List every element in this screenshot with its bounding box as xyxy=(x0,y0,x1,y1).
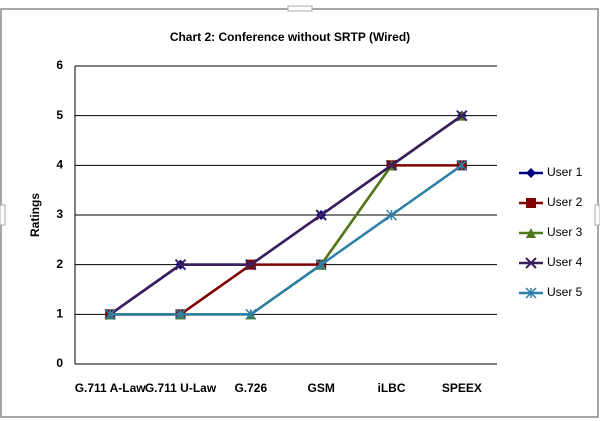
y-tick-label: 1 xyxy=(56,307,63,321)
x-tick-label: G.726 xyxy=(234,381,267,395)
legend-label: User 4 xyxy=(547,255,583,269)
y-tick-label: 0 xyxy=(56,356,63,370)
marker xyxy=(174,308,187,320)
chart-frame xyxy=(0,8,599,418)
y-tick-label: 5 xyxy=(56,108,63,122)
legend-marker xyxy=(526,168,536,178)
legend-label: User 1 xyxy=(547,165,583,179)
marker xyxy=(385,209,398,221)
resize-handle xyxy=(287,5,313,12)
legend-marker xyxy=(525,257,537,269)
legend-label: User 2 xyxy=(547,195,583,209)
legend-label: User 3 xyxy=(547,225,583,239)
x-tick-label: G.711 U-Law xyxy=(145,381,217,395)
x-tick-label: GSM xyxy=(307,381,334,395)
series-line xyxy=(110,164,463,316)
marker xyxy=(385,159,398,172)
marker xyxy=(315,259,327,271)
marker xyxy=(245,308,257,320)
resize-handle xyxy=(594,204,600,226)
x-tick-label: SPEEX xyxy=(442,381,482,395)
resize-handle xyxy=(0,204,6,226)
marker xyxy=(104,308,116,320)
y-tick-label: 2 xyxy=(56,257,63,271)
y-tick-label: 4 xyxy=(56,158,63,172)
y-tick-label: 6 xyxy=(56,58,63,72)
series-line xyxy=(109,114,463,316)
y-tick-label: 3 xyxy=(56,207,63,221)
x-tick-label: G.711 A-Law xyxy=(75,381,147,395)
y-axis-label: Ratings xyxy=(28,193,42,237)
marker xyxy=(315,209,327,221)
chart-title: Chart 2: Conference without SRTP (Wired) xyxy=(170,30,410,44)
legend-marker xyxy=(526,198,536,208)
legend-marker xyxy=(526,228,536,238)
marker xyxy=(456,109,468,122)
marker xyxy=(174,258,187,271)
x-tick-label: iLBC xyxy=(378,381,406,395)
legend-label: User 5 xyxy=(547,285,583,299)
legend-marker xyxy=(525,287,537,299)
marker xyxy=(245,258,257,271)
marker xyxy=(456,159,468,171)
